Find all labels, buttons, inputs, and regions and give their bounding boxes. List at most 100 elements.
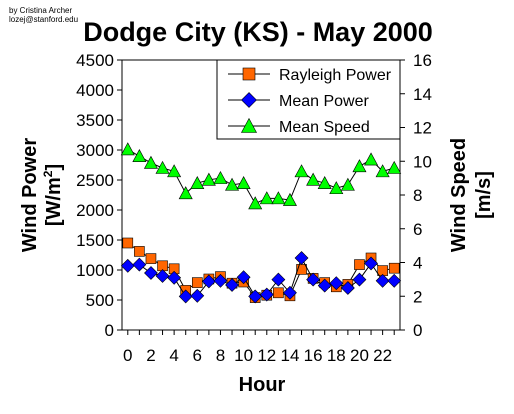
data-point [282, 192, 297, 206]
legend-marker [242, 67, 256, 81]
x-tick-label: 18 [327, 346, 346, 365]
right-axis: 0 2 4 6 8 10 12 14 16 [400, 51, 432, 340]
left-axis-label-main: Wind Power [19, 138, 41, 252]
right-tick-label: 14 [413, 85, 432, 104]
data-point [167, 164, 182, 178]
legend-marker [241, 92, 257, 108]
data-point [273, 287, 284, 299]
left-axis: 0 500 1000 1500 2000 2500 3000 3500 4000 4500 [76, 51, 122, 340]
right-axis-unit: [m/s] [473, 171, 495, 219]
data-point [213, 170, 228, 184]
right-axis-label-main: Wind Speed [448, 138, 470, 252]
data-point [375, 273, 390, 288]
data-point [387, 273, 402, 288]
data-point [190, 176, 205, 189]
credit-author: by Cristina Archer [9, 6, 72, 15]
data-point [364, 256, 378, 271]
legend-label: Mean Power [279, 93, 369, 110]
data-point [236, 176, 251, 189]
legend-item: Mean Speed [228, 117, 370, 136]
chart-title: Dodge City (KS) - May 2000 [83, 17, 433, 47]
right-tick-label: 8 [413, 186, 422, 205]
right-tick-label: 12 [413, 119, 432, 138]
data-point [190, 288, 205, 303]
left-axis-unit-suffix: ] [43, 164, 65, 171]
data-point [155, 160, 170, 174]
x-tick-label: 14 [280, 346, 299, 365]
legend-marker [240, 117, 258, 133]
legend-item: Mean Power [228, 92, 369, 110]
data-point [283, 285, 297, 300]
legend-label: Mean Speed [279, 119, 370, 136]
left-tick-label: 1000 [76, 261, 114, 280]
data-point [340, 177, 355, 191]
data-point [248, 289, 263, 304]
data-point [225, 177, 240, 191]
data-point [329, 181, 344, 195]
series-layer [120, 142, 402, 304]
data-point [145, 253, 157, 264]
left-tick-label: 3500 [76, 111, 114, 130]
left-tick-label: 2000 [76, 201, 114, 220]
x-tick-label: 4 [169, 346, 178, 365]
right-tick-label: 0 [413, 321, 422, 340]
data-point [144, 266, 158, 280]
x-tick-label: 12 [257, 346, 276, 365]
x-tick-label: 20 [350, 346, 369, 365]
data-point [294, 251, 309, 265]
left-tick-label: 4000 [76, 81, 114, 100]
data-point [178, 289, 193, 304]
data-point [167, 270, 182, 285]
x-tick-label: 0 [123, 346, 132, 365]
data-point [259, 287, 274, 302]
x-tick-label: 22 [373, 346, 392, 365]
data-point [132, 257, 147, 272]
data-point [388, 262, 400, 274]
left-tick-label: 1500 [76, 231, 114, 250]
data-point [329, 276, 344, 291]
data-point [143, 155, 158, 169]
data-point [387, 160, 402, 174]
data-point [317, 176, 332, 189]
right-tick-label: 6 [413, 220, 422, 239]
left-tick-label: 500 [86, 291, 114, 310]
left-axis-unit: [W/m2] [41, 164, 65, 226]
right-tick-label: 10 [413, 152, 432, 171]
data-point [122, 237, 134, 249]
data-point [225, 278, 239, 292]
x-tick-label: 8 [216, 346, 225, 365]
data-point [352, 272, 367, 287]
left-tick-label: 4500 [76, 51, 114, 70]
right-tick-label: 4 [413, 254, 422, 273]
data-point [213, 273, 228, 288]
legend-item: Rayleigh Power [228, 67, 392, 84]
x-tick-label: 6 [193, 346, 202, 365]
series-mean-power [120, 251, 402, 304]
data-point [201, 172, 216, 186]
data-point [248, 196, 263, 210]
x-axis-label: Hour [239, 374, 286, 396]
right-tick-label: 16 [413, 51, 432, 70]
credit-email: lozej@stanford.edu [9, 15, 78, 24]
left-axis-label: Wind Power [19, 138, 41, 252]
data-point [120, 142, 135, 156]
data-point [236, 270, 251, 285]
data-point [201, 274, 216, 289]
data-point [271, 191, 286, 205]
right-axis-label: Wind Speed [448, 138, 470, 252]
left-tick-label: 2500 [76, 171, 114, 190]
data-point [364, 152, 379, 166]
data-point [155, 269, 170, 283]
left-axis-unit-sup: 2 [41, 170, 55, 177]
series-mean-speed [120, 142, 402, 210]
data-point [132, 149, 147, 162]
data-point [306, 272, 321, 287]
left-tick-label: 0 [105, 321, 114, 340]
data-point [191, 277, 203, 288]
x-tick-label: 2 [146, 346, 155, 365]
legend: Rayleigh Power Mean Power Mean Speed [216, 59, 401, 140]
x-tick-label: 16 [304, 346, 323, 365]
x-axis: 0 2 4 6 8 10 12 14 16 18 20 22 [123, 330, 395, 365]
data-point [340, 281, 355, 295]
